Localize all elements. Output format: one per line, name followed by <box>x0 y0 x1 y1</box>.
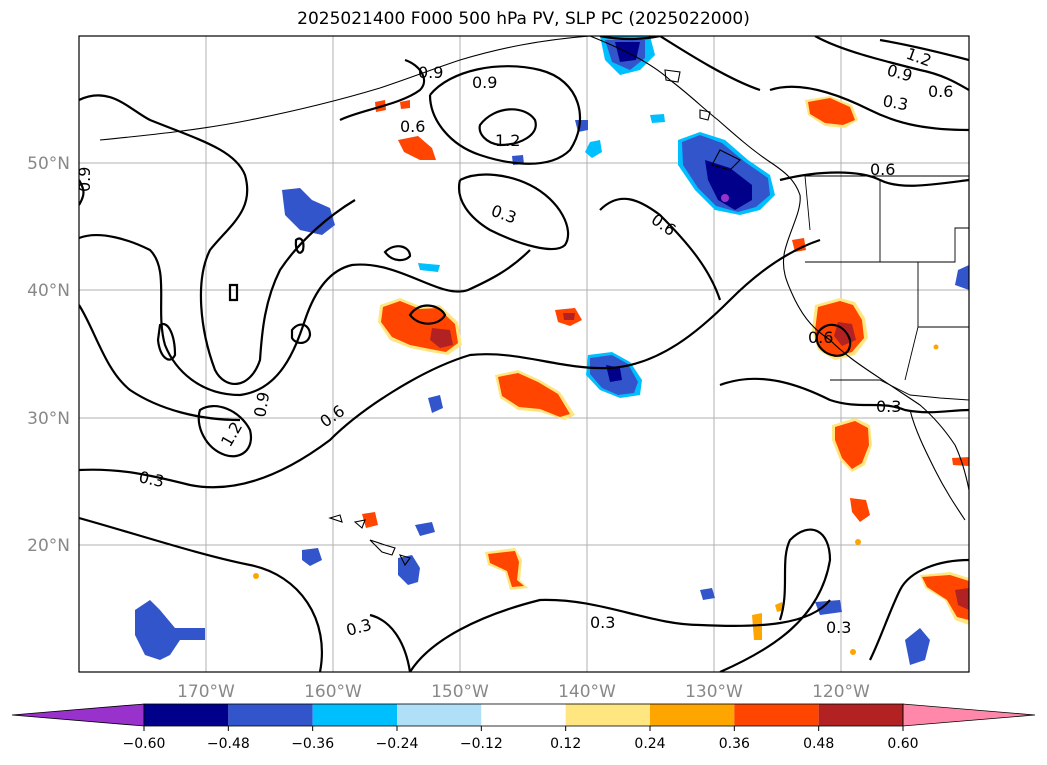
pv-positive-anomalies <box>253 96 969 655</box>
svg-text:0.6: 0.6 <box>808 328 833 347</box>
svg-text:0.9: 0.9 <box>75 167 94 192</box>
colorbar-segment <box>228 704 313 726</box>
colorbar-segment <box>734 704 819 726</box>
svg-text:0.3: 0.3 <box>137 467 166 491</box>
svg-text:120°W: 120°W <box>812 682 870 702</box>
coastlines <box>99 36 969 567</box>
colorbar-segment <box>312 704 397 726</box>
colorbar-tick-label: 0.12 <box>550 736 581 752</box>
svg-text:150°W: 150°W <box>431 682 489 702</box>
svg-text:160°W: 160°W <box>304 682 362 702</box>
svg-text:0.3: 0.3 <box>876 397 901 416</box>
colorbar-tick-label: −0.24 <box>376 736 419 752</box>
map-frame <box>78 35 970 673</box>
colorbar-extend-low <box>11 703 145 727</box>
map-title: 2025021400 F000 500 hPa PV, SLP PC (2025… <box>297 9 750 29</box>
svg-text:0.6: 0.6 <box>870 160 895 179</box>
svg-text:170°W: 170°W <box>177 682 235 702</box>
colorbar-frame <box>143 703 904 727</box>
pv-negative-anomalies <box>135 36 969 665</box>
colorbar-tick-label: 0.24 <box>634 736 665 752</box>
colorbar-segment <box>650 704 735 726</box>
longitude-labels: 170°W 160°W 150°W 140°W 130°W 120°W <box>177 682 870 702</box>
svg-text:0.9: 0.9 <box>250 390 273 418</box>
svg-text:130°W: 130°W <box>685 682 743 702</box>
svg-text:40°N: 40°N <box>27 281 70 301</box>
svg-text:20°N: 20°N <box>27 536 70 556</box>
svg-text:140°W: 140°W <box>558 682 616 702</box>
colorbar: −0.60 −0.48 −0.36 −0.24 −0.12 0.12 0.24 0.36 0.4… <box>11 703 1036 752</box>
colorbar-tick-label: −0.60 <box>123 736 166 752</box>
slp-contours <box>79 36 969 672</box>
map-background <box>79 36 969 672</box>
colorbar-segment <box>481 704 566 726</box>
svg-text:50°N: 50°N <box>27 154 70 174</box>
borders <box>804 175 969 401</box>
colorbar-segment <box>818 704 903 726</box>
colorbar-tick-label: −0.36 <box>291 736 334 752</box>
latitude-labels: 50°N 40°N 30°N 20°N <box>27 154 70 556</box>
colorbar-tick-label: 0.48 <box>803 736 834 752</box>
colorbar-extend-high <box>902 703 1036 727</box>
svg-text:0.3: 0.3 <box>881 91 909 114</box>
colorbar-segment <box>565 704 650 726</box>
svg-text:1.2: 1.2 <box>495 131 520 150</box>
colorbar-segment <box>397 704 482 726</box>
colorbar-tick-label: −0.48 <box>207 736 250 752</box>
colorbar-tick-label: 0.60 <box>887 736 918 752</box>
svg-text:0.3: 0.3 <box>826 618 851 637</box>
svg-text:0.9: 0.9 <box>418 63 443 82</box>
colorbar-segment <box>144 704 229 726</box>
colorbar-tick-label: −0.12 <box>460 736 503 752</box>
svg-text:0.6: 0.6 <box>928 82 953 101</box>
svg-text:0.3: 0.3 <box>590 613 615 632</box>
colorbar-tick-label: 0.36 <box>719 736 750 752</box>
svg-text:30°N: 30°N <box>27 409 70 429</box>
svg-text:0.6: 0.6 <box>400 117 425 136</box>
svg-text:0.9: 0.9 <box>472 73 497 92</box>
